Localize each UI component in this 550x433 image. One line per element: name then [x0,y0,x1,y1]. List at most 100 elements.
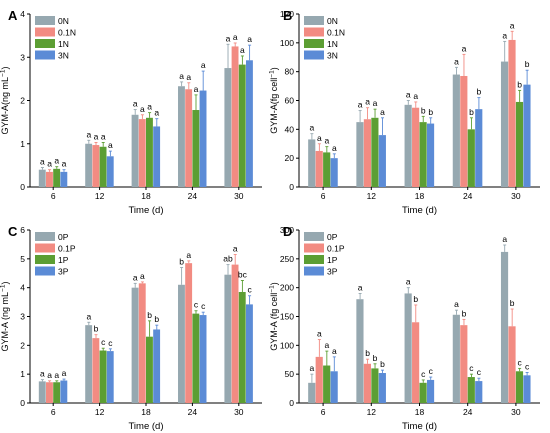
bar [60,171,68,187]
significance-letter: a [40,157,45,167]
significance-letter: a [413,91,418,101]
y-axis-label-tail: ) [269,67,279,70]
y-tick-label: 2 [20,340,25,350]
y-tick-label: 300 [280,225,294,235]
legend-label: 1N [327,39,338,49]
bar [245,304,253,403]
y-axis-label-main: GYM-A (ng mL [0,292,10,352]
legend-swatch [35,27,55,37]
significance-letter: b [380,359,385,369]
legend-label: 1P [327,255,338,265]
bar [500,251,509,403]
significance-letter: a [86,311,91,321]
bar [231,46,239,187]
x-axis-label: Time (d) [402,205,437,216]
legend-swatch [304,232,324,241]
bar [224,68,232,187]
significance-letter: a [317,329,322,339]
legend-label: 3P [327,267,338,277]
x-tick-label: 12 [95,191,105,201]
y-axis-label-main: GYM-A (fg cell [269,293,279,351]
panel-b: B 0 20 40 60 80 100 120 GYM-A(fg cell−1) Time (d)… [269,8,540,216]
panel-label: C [8,224,18,239]
legend-label: 3N [327,51,338,61]
significance-letter: a [226,33,231,43]
significance-letter: a [140,104,145,114]
significance-letter: a [373,98,378,108]
y-tick-label: 80 [285,67,295,77]
significance-letter: a [454,299,459,309]
y-axis-label: GYM-A(ng mL−1) [0,67,10,135]
legend-swatch [35,50,55,60]
y-tick-label: 3 [20,312,25,322]
legend-swatch [35,266,55,276]
x-tick-label: 30 [234,407,244,417]
bar [185,89,193,187]
significance-letter: b [147,310,152,320]
significance-letter: a [502,234,507,244]
x-tick-label: 30 [511,407,521,417]
significance-letter: b [421,105,426,115]
bar [46,171,53,187]
bar [404,104,412,187]
significance-letter: a [186,72,191,82]
panel-d: D 0 50 100 150 200 250 300 GYM-A (fg cell−1) Time… [269,224,540,432]
legend-swatch [35,255,55,264]
y-tick-label: 0 [289,398,294,408]
significance-letter: ab [223,254,233,264]
significance-letter: b [517,79,522,89]
y-axis-label-superscript: −1 [269,70,276,78]
significance-letter: a [62,368,67,378]
bar [192,110,200,187]
significance-letter: a [247,34,252,44]
x-axis-label: Time (d) [128,421,163,432]
bar [508,39,516,188]
bar [315,356,323,403]
y-tick-label: 40 [285,124,295,134]
x-tick-label: 12 [95,407,105,417]
x-tick-label: 12 [367,191,377,201]
significance-letter: a [510,20,515,30]
legend-swatch [35,232,55,241]
significance-letter: a [179,71,184,81]
x-tick-label: 6 [321,407,326,417]
significance-letter: a [462,43,467,53]
significance-letter: c [525,361,530,371]
significance-letter: b [94,324,99,334]
bar [330,371,338,403]
significance-letter: c [477,367,482,377]
y-tick-label: 200 [280,283,294,293]
significance-letter: c [429,366,434,376]
bar [323,365,331,403]
bar [508,326,516,403]
significance-letter: b [525,59,530,69]
significance-letter: a [140,271,145,281]
significance-letter: c [201,301,206,311]
x-tick-label: 24 [463,191,473,201]
significance-letter: a [62,159,67,169]
legend-swatch [35,16,55,25]
y-tick-label: 50 [285,369,295,379]
bar [146,336,153,403]
legend-swatch [304,266,324,276]
bar [356,122,364,187]
panel-label: A [8,8,18,23]
bar [85,325,93,403]
significance-letter: c [518,357,523,367]
x-tick-label: 24 [188,407,198,417]
x-tick-label: 12 [367,407,377,417]
bar [419,122,427,187]
bar [138,283,146,403]
significance-letter: a [380,107,385,117]
legend-label: 0.1P [327,244,345,254]
y-tick-label: 6 [20,225,25,235]
significance-letter: a [54,370,59,380]
significance-letter: a [233,32,238,42]
y-axis-label-superscript: −1 [0,284,7,292]
legend-label: 0P [58,232,69,242]
x-axis-label: Time (d) [402,421,437,432]
